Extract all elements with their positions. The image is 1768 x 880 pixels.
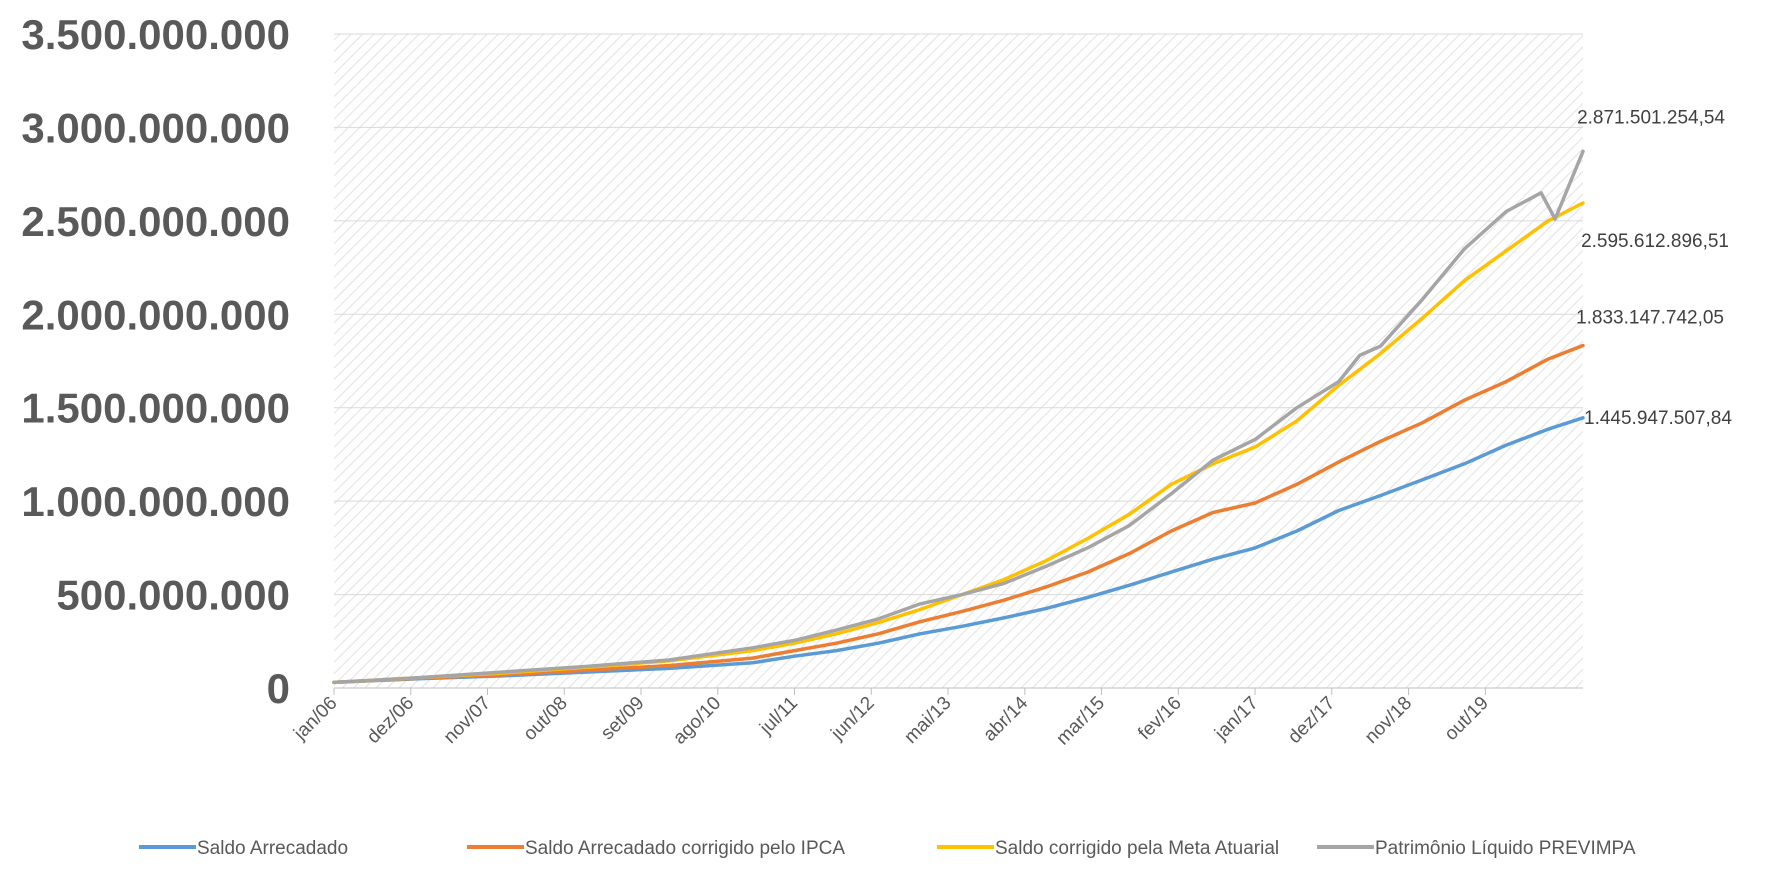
- x-tick-label: jun/12: [827, 693, 879, 745]
- series-line-1: [332, 416, 1585, 685]
- y-tick-label: 1.000.000.000: [21, 478, 290, 525]
- gridlines: [334, 33, 1583, 689]
- y-tick-label: 500.000.000: [56, 572, 290, 619]
- x-tick-label: nov/18: [1361, 693, 1416, 748]
- x-tick-label: out/19: [1441, 693, 1493, 745]
- x-tick-label: jan/17: [1210, 693, 1262, 745]
- y-axis: 0 500.000.000 1.000.000.000 1.500.000.000 2.…: [21, 11, 290, 712]
- x-tick-label: dez/17: [1284, 693, 1339, 748]
- series-end-label: 2.871.501.254,54: [1577, 107, 1725, 128]
- series-lines: [332, 149, 1585, 685]
- x-tick-label: mai/13: [900, 693, 955, 748]
- plot-area: [334, 34, 1583, 688]
- series-line-2: [332, 343, 1585, 685]
- y-tick-label: 0: [267, 665, 290, 712]
- y-tick-label: 3.000.000.000: [21, 104, 290, 151]
- series-end-label: 1.445.947.507,84: [1584, 408, 1732, 429]
- y-tick-label: 2.000.000.000: [21, 291, 290, 338]
- x-tick-label: jan/06: [289, 693, 341, 745]
- x-tick-label: fev/16: [1134, 693, 1185, 744]
- x-axis: jan/06 dez/06 nov/07 out/08 set/09 ago/10 jul/…: [289, 687, 1583, 750]
- x-tick-label: jul/11: [755, 693, 802, 740]
- x-tick-label: mar/15: [1052, 693, 1109, 750]
- x-tick-label: abr/14: [979, 692, 1032, 745]
- legend-label: Saldo corrigido pela Meta Atuarial: [995, 838, 1279, 859]
- y-tick-label: 1.500.000.000: [21, 385, 290, 432]
- y-tick-label: 3.500.000.000: [21, 11, 290, 58]
- series-line-4: [332, 149, 1585, 685]
- legend-label: Saldo Arrecadado corrigido pelo IPCA: [525, 838, 845, 859]
- x-tick-label: nov/07: [440, 693, 495, 748]
- x-tick-label: set/09: [597, 693, 648, 744]
- legend: Saldo Arrecadado Saldo Arrecadado corrigi…: [139, 838, 1636, 859]
- x-tick-label: out/08: [520, 693, 572, 745]
- series-end-label: 1.833.147.742,05: [1576, 307, 1724, 328]
- legend-label: Patrimônio Líquido PREVIMPA: [1375, 838, 1636, 859]
- y-tick-label: 2.500.000.000: [21, 198, 290, 245]
- series-end-label: 2.595.612.896,51: [1581, 231, 1729, 252]
- x-tick-label: ago/10: [669, 693, 725, 749]
- x-tick-label: dez/06: [363, 693, 418, 748]
- end-labels: 1.445.947.507,84 1.833.147.742,05 2.595.61…: [1576, 107, 1732, 428]
- legend-label: Saldo Arrecadado: [197, 838, 348, 859]
